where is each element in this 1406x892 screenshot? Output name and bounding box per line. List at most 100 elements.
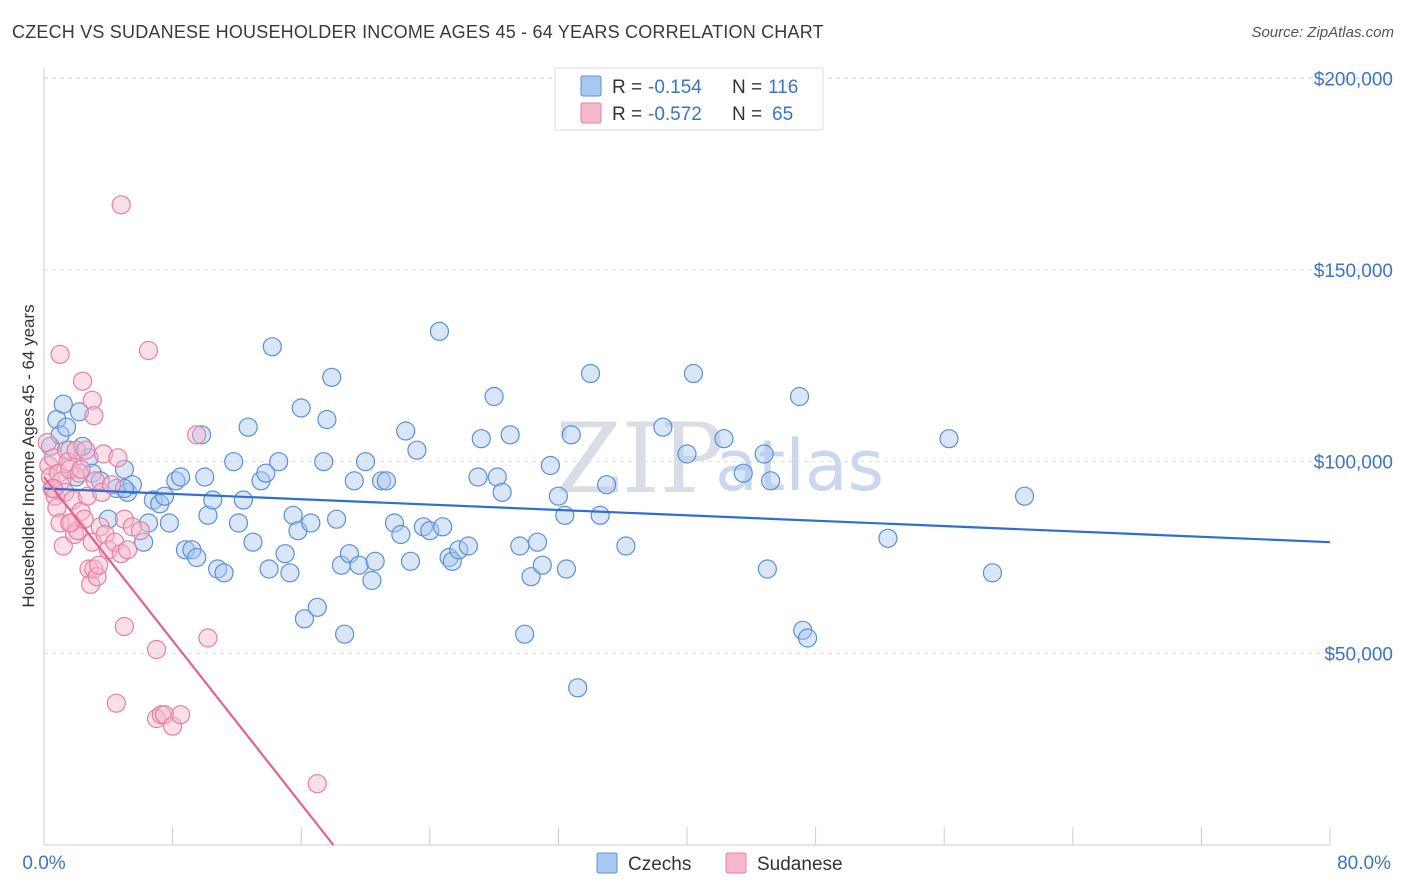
czech-point: [238, 417, 258, 437]
sudanese-point: [117, 540, 138, 560]
czech-point: [442, 551, 462, 571]
bottom-legend: Czechs Sudanese: [596, 852, 843, 875]
sudanese-point: [171, 705, 191, 725]
sudanese-point: [154, 705, 175, 725]
sudanese-point: [138, 340, 159, 361]
legend-r-value-czechs: -0.154: [648, 77, 702, 98]
czech-point: [540, 455, 560, 476]
czech-point: [371, 471, 392, 491]
czech-point: [307, 597, 327, 617]
czech-point: [243, 532, 263, 552]
czech-point: [291, 398, 311, 418]
sudanese-point: [47, 498, 67, 518]
legend-n-value-sudanese: 65: [772, 104, 793, 125]
czech-point: [757, 559, 777, 579]
sudanese-point: [187, 425, 207, 445]
y-tick-label: $200,000: [1314, 69, 1393, 90]
sudanese-point: [114, 616, 134, 637]
czech-point: [515, 624, 535, 644]
czech-point: [471, 429, 491, 449]
czech-point: [98, 509, 118, 529]
czech-point: [228, 513, 249, 533]
czech-point: [335, 624, 355, 644]
bottom-legend-label-czechs: Czechs: [628, 854, 691, 875]
chart-title: CZECH VS SUDANESE HOUSEHOLDER INCOME AGE…: [12, 22, 824, 42]
sudanese-point: [101, 475, 122, 495]
bottom-legend-swatch-sudanese: [725, 852, 747, 874]
czech-point: [275, 544, 295, 564]
sudanese-point: [130, 521, 151, 541]
czech-point: [175, 540, 196, 560]
sudanese-point: [146, 639, 167, 660]
czech-point: [326, 509, 347, 529]
legend-n-value-czechs: 116: [768, 77, 798, 98]
y-tick-label: $100,000: [1314, 453, 1393, 474]
bottom-legend-swatch-czechs: [596, 852, 618, 874]
czech-point: [590, 505, 610, 525]
czech-point: [224, 452, 244, 472]
czech-point: [468, 467, 488, 487]
sudanese-point: [77, 486, 98, 506]
czech-point: [259, 559, 279, 579]
y-tick-labels: $50,000 $100,000 $150,000 $200,000: [1314, 69, 1393, 665]
czech-point: [317, 409, 337, 430]
czech-point: [556, 559, 577, 579]
czech-point: [433, 517, 453, 537]
sudanese-point: [79, 559, 99, 579]
czech-point: [269, 452, 289, 472]
czech-point: [396, 421, 416, 441]
czech-point: [355, 452, 376, 472]
czech-point: [294, 609, 315, 629]
czech-point: [365, 551, 385, 571]
y-tick-label: $50,000: [1324, 644, 1393, 665]
top-legend: R = -0.154 N = 116 R = -0.572 N = 65: [554, 67, 824, 131]
czech-point: [797, 628, 818, 648]
czech-point: [262, 337, 282, 357]
legend-swatch-sudanese: [580, 102, 602, 124]
czech-point: [233, 490, 253, 510]
czech-point: [510, 536, 530, 556]
czech-point: [191, 425, 212, 445]
czech-point: [56, 417, 77, 437]
czech-point: [449, 540, 469, 560]
sudanese-point: [66, 440, 86, 460]
sudanese-point: [60, 459, 80, 479]
czech-point: [384, 513, 405, 533]
czech-point: [484, 386, 504, 407]
czech-point: [134, 532, 154, 552]
czech-point: [154, 486, 175, 506]
czech-point: [391, 524, 411, 545]
sudanese-point: [106, 693, 126, 713]
sudanese-point: [111, 195, 131, 215]
czech-point: [69, 402, 89, 422]
czech-point: [982, 563, 1003, 583]
czech-point: [256, 463, 276, 483]
czech-point: [714, 429, 734, 449]
czech-point: [429, 321, 450, 341]
sudanese-point: [76, 440, 96, 460]
czech-point: [500, 425, 520, 445]
czech-point: [521, 567, 541, 587]
czech-point: [214, 563, 234, 583]
legend-n-label-czechs: N =: [732, 77, 762, 98]
legend-swatch-czechs: [580, 75, 602, 97]
czech-point: [733, 463, 753, 483]
czech-point: [580, 363, 601, 384]
czech-point: [1014, 486, 1035, 506]
czech-point: [568, 678, 588, 698]
sudanese-point: [53, 536, 73, 556]
sudanese-points: [37, 195, 327, 794]
czech-point: [527, 532, 548, 552]
sudanese-point: [307, 774, 327, 794]
sudanese-point: [60, 513, 80, 533]
watermark-zip: ZIP: [555, 403, 724, 515]
sudanese-point: [84, 406, 104, 426]
czech-point: [616, 536, 636, 556]
czech-points: [40, 321, 1035, 698]
watermark-atlas: atlas: [715, 425, 884, 507]
czech-point: [195, 467, 215, 487]
legend-r-value-sudanese: -0.572: [648, 104, 702, 125]
legend-n-label-sudanese: N =: [732, 104, 762, 125]
czech-trend-line: [43, 487, 1331, 544]
trend-lines: [43, 476, 1331, 846]
